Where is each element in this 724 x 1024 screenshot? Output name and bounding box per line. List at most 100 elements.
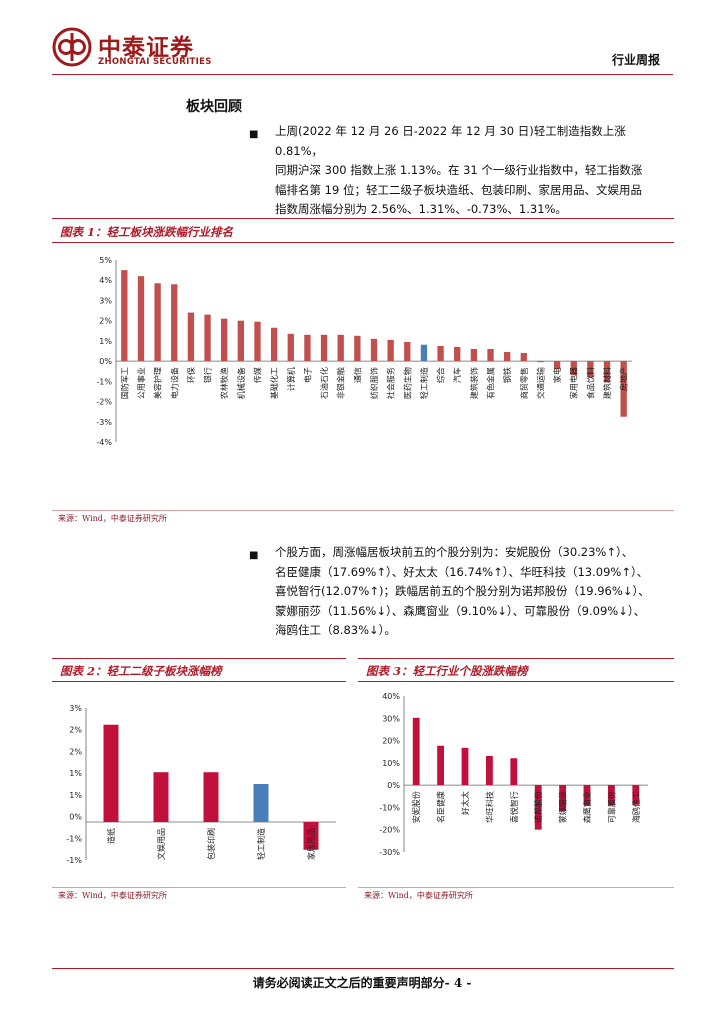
bar (253, 784, 269, 822)
bar (632, 785, 640, 805)
x-tick-label: 造纸 (106, 828, 116, 844)
bar (303, 822, 319, 850)
y-tick-label: 0% (387, 781, 400, 790)
x-tick-label: 诺邦股份 (533, 791, 543, 823)
bar (583, 785, 591, 806)
y-tick-label: -10% (379, 803, 400, 812)
bar (461, 747, 469, 786)
x-tick-label: 森鹰窗业 (582, 791, 592, 823)
bar (287, 333, 294, 362)
x-tick-label: 农林牧渔 (219, 367, 229, 399)
bar (503, 352, 511, 362)
bar (370, 338, 378, 362)
bar (137, 276, 145, 362)
x-tick-label: 公用事业 (136, 367, 146, 399)
bar (485, 755, 493, 786)
y-tick-label: -1% (66, 834, 82, 843)
footer: 请务必阅读正文之后的重要声明部分- 4 - (0, 974, 724, 991)
bar (153, 772, 169, 822)
x-tick-label: 房地产 (619, 367, 629, 391)
bar (587, 361, 594, 378)
figure1-title: 图表 1：轻工板块涨跌幅行业排名 (60, 225, 234, 239)
chart-stock-ranking: 40% 30% 20% 10% 0% -10% -20% -30% 安妮股份 名臣健康 好太太 华旺科… (379, 692, 648, 857)
paragraph-line: 喜悦智行(12.07%↑)；跌幅居前五的个股分别为诺邦股份（19.96%↓）、 (275, 584, 650, 598)
x-tick-label: 医药生物 (402, 367, 412, 399)
y-tick-label: 5% (99, 256, 112, 265)
report-type: 行业周报 (612, 53, 661, 67)
bar (337, 334, 344, 362)
x-tick-label: 石油石化 (319, 367, 329, 399)
header-divider (52, 74, 673, 75)
paragraph-line: 同期沪深 300 指数上涨 1.13%。在 31 个一级行业指数中，轻工指数涨 (275, 163, 643, 177)
footer-page: - 4 - (444, 976, 472, 990)
x-tick-label: 食品饮料 (585, 367, 595, 399)
bullet: ■ (249, 550, 259, 561)
figure1-top-rule (52, 218, 674, 219)
y-tick-label: 1% (69, 769, 82, 778)
x-tick-label: 商贸零售 (519, 367, 529, 399)
figure3-top-rule (358, 658, 674, 659)
bar (270, 327, 278, 362)
y-tick-label: -20% (379, 826, 400, 835)
bar (237, 320, 245, 362)
bar (620, 361, 627, 417)
logo-cn: 中泰证券 (98, 35, 194, 61)
figure3-source: 来源：Wind，中泰证券研究所 (364, 891, 473, 900)
header: 中泰证券 ZHONGTAI SECURITIES 行业周报 (0, 0, 724, 80)
x-tick-label: 家居用品 (306, 828, 316, 860)
x-tick-label: 华旺科技 (484, 791, 494, 823)
x-tick-label: 计算机 (286, 367, 296, 391)
x-tick-label: 交通运输 (535, 367, 545, 399)
bar (570, 361, 577, 376)
x-tick-label: 环保 (186, 367, 196, 383)
x-tick-label: 安妮股份 (411, 791, 421, 823)
figure1-bottom-rule (52, 510, 674, 511)
paragraph-line: 蒙娜丽莎（11.56%↓）、森鹰窗业（9.10%↓）、可靠股份（9.09%↓）、 (275, 603, 646, 618)
bar (437, 345, 444, 362)
x-tick-label: 家电 (552, 367, 562, 383)
y-tick-label: -1% (96, 377, 112, 386)
y-tick-label: -1% (66, 856, 82, 865)
y-tick-label: -30% (379, 848, 400, 857)
paragraph-1: 上周(2022 年 12 月 26 日-2022 年 12 月 30 日)轻工制… (275, 122, 675, 220)
x-tick-label: 基础化工 (269, 367, 279, 399)
x-tick-label: 轻工制造 (256, 828, 266, 860)
chart-sub-sector: 3% 2% 2% 1% 1% 0% -1% -1% 造纸 文娱用品 包装印刷 轻工制造 家居用品 (66, 704, 336, 865)
figure2-top-rule (52, 658, 346, 659)
x-tick-label: 传媒 (252, 367, 262, 383)
x-tick-label: 纺织服饰 (369, 367, 379, 399)
bar (154, 283, 161, 362)
figure3-title-rule (358, 681, 674, 682)
bullet: ■ (249, 129, 259, 140)
bar (510, 758, 518, 786)
figure1-title-rule (52, 242, 674, 243)
y-tick-label: 3% (99, 296, 112, 305)
figure2-source: 来源：Wind，中泰证券研究所 (58, 891, 167, 900)
paragraph-line: 幅排名第 19 位；轻工二级子板块造纸、包装印刷、家居用品、文娱用品 (275, 182, 642, 197)
y-tick-label: 1% (99, 337, 112, 346)
bar (553, 361, 561, 370)
x-tick-label: 名臣健康 (436, 791, 446, 823)
x-tick-label: 有色金属 (486, 367, 496, 399)
bar (254, 321, 261, 362)
bar (387, 339, 394, 362)
paragraph-line: 指数周涨幅分别为 2.56%、1.31%、-0.73%、1.31%。 (275, 202, 567, 216)
y-tick-label: 2% (99, 317, 112, 326)
x-tick-label: 海鸥住工 (631, 791, 641, 823)
y-tick-label: 20% (382, 737, 400, 746)
bar (559, 785, 567, 811)
bar (537, 361, 544, 363)
figure2-title: 图表 2：轻工二级子板块涨幅榜 (60, 664, 222, 678)
bar (404, 341, 411, 362)
y-tick-label: 1% (69, 791, 82, 800)
y-tick-label: -4% (96, 438, 112, 447)
figure1-source: 来源：Wind，中泰证券研究所 (58, 514, 167, 523)
x-tick-label: 通信 (352, 367, 362, 383)
paragraph-line: 名臣健康（17.69%↑）、好太太（16.74%↑）、华旺科技（13.09%↑）… (275, 564, 649, 579)
x-tick-label: 社会服务 (386, 367, 396, 399)
x-tick-label: 机械设备 (236, 367, 246, 399)
footer-rule (52, 968, 674, 969)
bar (603, 361, 611, 383)
x-tick-label: 喜悦智行 (509, 791, 519, 823)
x-tick-label: 建筑装饰 (469, 367, 479, 399)
